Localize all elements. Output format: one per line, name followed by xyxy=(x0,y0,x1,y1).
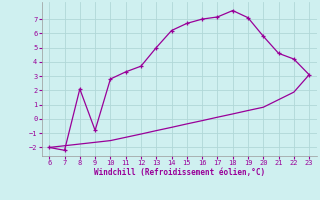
X-axis label: Windchill (Refroidissement éolien,°C): Windchill (Refroidissement éolien,°C) xyxy=(94,168,265,177)
